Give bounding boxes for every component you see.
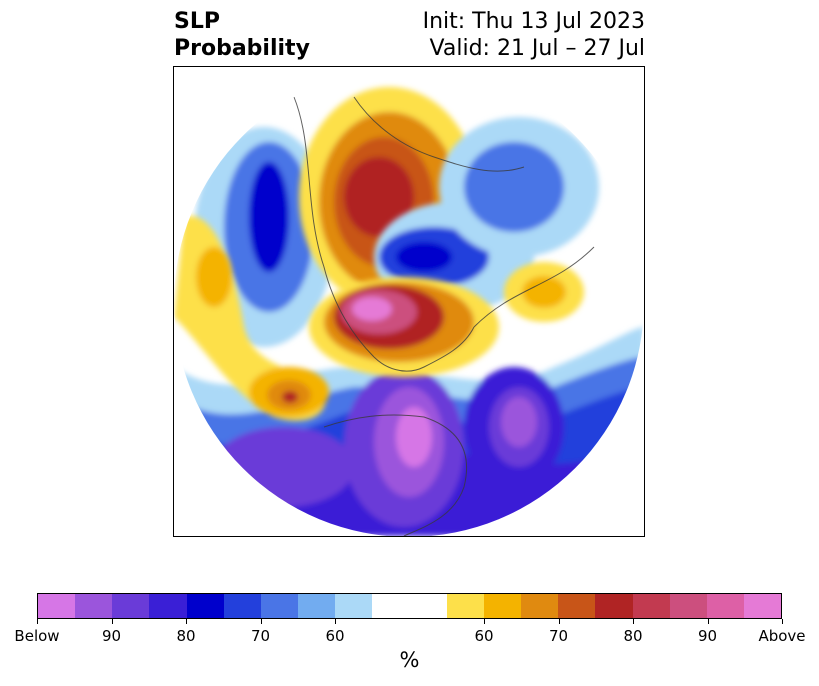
coastlines bbox=[293, 96, 595, 536]
title-line-probability: Probability bbox=[174, 36, 310, 61]
colorbar-segment bbox=[298, 594, 336, 618]
colorbar-unit: % bbox=[399, 648, 420, 672]
colorbar-segment bbox=[706, 594, 744, 618]
init-date: Init: Thu 13 Jul 2023 bbox=[422, 9, 645, 34]
above-normal-canada bbox=[309, 277, 499, 377]
colorbar-tick-label: 60 bbox=[474, 627, 494, 645]
colorbar bbox=[37, 593, 782, 619]
title-line-slp: SLP bbox=[174, 9, 220, 34]
colorbar-segment bbox=[743, 594, 782, 618]
colorbar-segment bbox=[223, 594, 261, 618]
map-title: SLP Probability bbox=[174, 8, 310, 62]
colorbar-tick-label: 80 bbox=[176, 627, 196, 645]
map-panel bbox=[173, 66, 645, 537]
colorbar-segment bbox=[112, 594, 150, 618]
colorbar-segment bbox=[38, 594, 76, 618]
colorbar-segment bbox=[446, 594, 484, 618]
colorbar-segment bbox=[186, 594, 224, 618]
colorbar-segment bbox=[75, 594, 113, 618]
colorbar-segment bbox=[149, 594, 187, 618]
colorbar-segment bbox=[260, 594, 299, 618]
colorbar-tick-label: 80 bbox=[623, 627, 643, 645]
valid-range: Valid: 21 Jul – 27 Jul bbox=[429, 36, 645, 61]
colorbar-tick-label: Above bbox=[758, 627, 806, 645]
colorbar-tick-label: Below bbox=[14, 627, 60, 645]
colorbar-tick-label: 60 bbox=[325, 627, 345, 645]
colorbar-segment bbox=[335, 594, 373, 618]
colorbar-tick-label: 70 bbox=[250, 627, 271, 645]
colorbar-segment bbox=[521, 594, 559, 618]
colorbar-segment bbox=[632, 594, 670, 618]
colorbar-segment bbox=[409, 594, 447, 618]
below-normal-south bbox=[174, 327, 644, 536]
colorbar-segment bbox=[372, 594, 410, 618]
colorbar-segment bbox=[595, 594, 633, 618]
colorbar-segment bbox=[558, 594, 596, 618]
colorbar-tick-label: 90 bbox=[101, 627, 122, 645]
colorbar-tick-label: 90 bbox=[697, 627, 718, 645]
colorbar-tick-label: 70 bbox=[548, 627, 569, 645]
probability-map bbox=[174, 67, 644, 536]
below-normal-arctic bbox=[374, 117, 599, 312]
map-dates: Init: Thu 13 Jul 2023 Valid: 21 Jul – 27… bbox=[423, 8, 645, 62]
above-normal-pacific bbox=[174, 215, 329, 421]
colorbar-segment bbox=[669, 594, 707, 618]
colorbar-ticks: Below 90 80 70 60 60 70 80 90 Above bbox=[14, 619, 806, 649]
above-normal-europe bbox=[504, 262, 584, 322]
colorbar-segment bbox=[483, 594, 522, 618]
